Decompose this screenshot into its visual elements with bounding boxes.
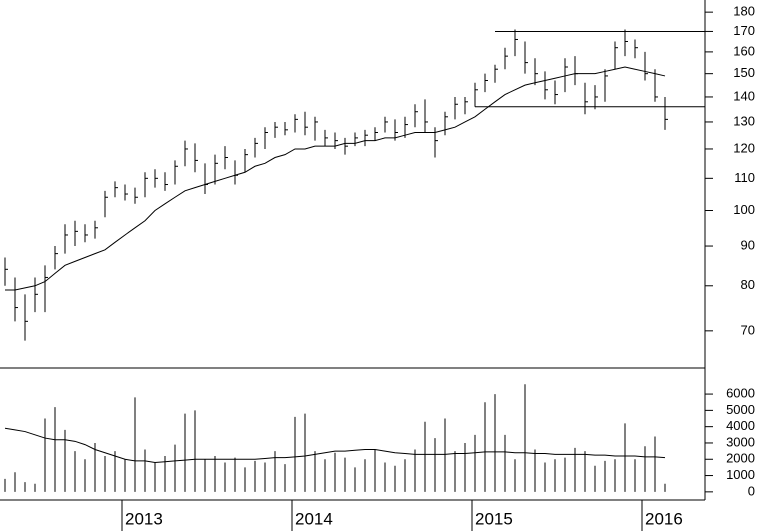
y-tick-label: 180 <box>733 4 755 19</box>
y-tick-label: 4000 <box>726 418 755 433</box>
moving-average <box>5 66 666 291</box>
x-tick-label: 2013 <box>125 509 163 528</box>
y-tick-label: 130 <box>733 113 755 128</box>
y-tick-label: 160 <box>733 43 755 58</box>
y-tick-label: 90 <box>741 237 755 252</box>
x-tick-label: 2016 <box>645 509 683 528</box>
y-tick-label: 110 <box>734 170 755 185</box>
y-tick-label: 120 <box>733 140 755 155</box>
y-tick-label: 140 <box>733 88 755 103</box>
y-tick-label: 170 <box>733 23 755 38</box>
y-tick-label: 5000 <box>726 402 755 417</box>
x-tick-label: 2015 <box>475 509 513 528</box>
y-tick-label: 2000 <box>726 451 755 466</box>
y-tick-label: 150 <box>733 65 755 80</box>
volume-moving-average <box>4 427 666 464</box>
y-tick-label: 6000 <box>726 386 755 401</box>
y-tick-label: 1000 <box>726 467 755 482</box>
y-tick-label: 80 <box>741 277 755 292</box>
y-tick-label: 70 <box>741 322 755 337</box>
y-tick-label: 3000 <box>726 434 755 449</box>
y-tick-label: 0 <box>748 483 755 498</box>
x-tick-label: 2014 <box>295 509 333 528</box>
y-tick-label: 100 <box>733 202 755 217</box>
